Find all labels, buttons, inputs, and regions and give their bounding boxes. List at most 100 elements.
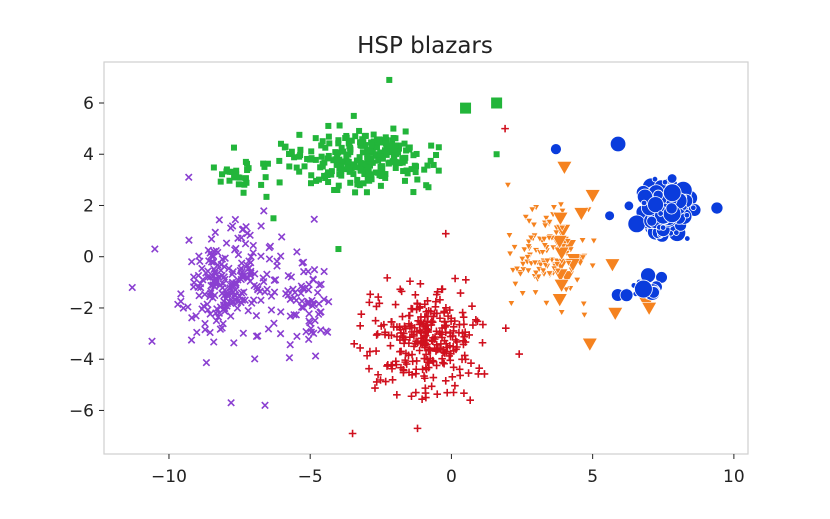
data-point <box>458 308 467 317</box>
data-point <box>430 335 439 343</box>
data-point <box>441 229 450 238</box>
data-point <box>523 254 532 262</box>
data-point <box>377 163 384 170</box>
data-point <box>516 271 525 278</box>
data-point <box>475 364 484 372</box>
data-point <box>377 322 386 330</box>
data-point <box>441 328 450 336</box>
data-point <box>392 164 399 171</box>
data-point <box>257 296 265 305</box>
data-point <box>431 303 440 311</box>
data-point <box>413 327 421 336</box>
data-point <box>284 291 292 300</box>
data-point <box>257 222 265 230</box>
data-point <box>334 187 341 194</box>
data-point <box>460 102 472 114</box>
data-point <box>403 167 410 174</box>
data-point <box>418 395 426 403</box>
data-point <box>151 245 159 253</box>
data-point <box>385 160 392 167</box>
data-point <box>264 160 271 167</box>
data-point <box>312 156 319 163</box>
data-point <box>312 135 319 142</box>
data-point <box>562 286 571 294</box>
data-point <box>297 146 304 153</box>
data-point <box>266 242 275 251</box>
data-point <box>193 328 201 337</box>
data-point <box>531 259 539 267</box>
data-point <box>212 309 220 317</box>
data-point <box>473 317 482 326</box>
data-point <box>340 148 347 155</box>
data-point <box>392 142 399 149</box>
data-point <box>226 177 233 184</box>
data-point <box>199 302 208 310</box>
data-point <box>384 331 393 340</box>
data-point <box>308 155 315 162</box>
data-point <box>401 324 410 333</box>
data-point <box>402 154 409 161</box>
data-point <box>545 234 554 242</box>
data-point <box>267 306 276 314</box>
data-point <box>414 176 421 183</box>
y-tick-label: −2 <box>69 299 94 319</box>
data-point <box>449 363 458 372</box>
data-point <box>247 299 256 307</box>
data-point <box>542 215 551 223</box>
data-point <box>263 193 270 200</box>
data-point <box>408 357 417 366</box>
data-point <box>710 201 724 215</box>
data-point <box>366 290 375 299</box>
data-point <box>334 154 341 161</box>
data-point <box>230 339 238 347</box>
data-point <box>455 365 464 374</box>
data-point <box>397 287 406 296</box>
data-point <box>382 134 389 141</box>
data-point <box>350 112 357 119</box>
data-point <box>365 164 372 171</box>
data-point <box>458 355 466 364</box>
data-point <box>410 342 418 351</box>
data-point <box>436 296 444 304</box>
data-point <box>472 315 480 324</box>
data-point <box>405 311 413 320</box>
data-point <box>453 343 461 351</box>
data-point <box>206 328 214 337</box>
data-point <box>540 236 549 244</box>
data-point <box>412 388 420 397</box>
data-point <box>220 304 229 313</box>
data-point <box>530 221 538 229</box>
data-point <box>400 168 407 175</box>
data-point <box>270 276 279 285</box>
data-point <box>427 382 436 391</box>
data-point <box>222 239 231 247</box>
data-point <box>640 199 648 207</box>
data-point <box>304 335 313 344</box>
data-point <box>230 144 237 151</box>
data-point <box>328 168 335 175</box>
data-point <box>286 312 295 320</box>
data-point <box>377 182 384 189</box>
data-point <box>383 274 392 282</box>
data-point <box>623 200 635 211</box>
data-point <box>395 145 402 152</box>
data-point <box>429 373 438 382</box>
data-point <box>281 144 288 151</box>
data-point <box>219 319 227 328</box>
data-point <box>217 266 225 275</box>
data-point <box>177 297 185 306</box>
data-point <box>261 401 269 410</box>
y-tick-label: −6 <box>69 401 94 421</box>
data-point <box>420 354 429 363</box>
data-point <box>528 206 537 214</box>
data-point <box>236 174 243 181</box>
data-point <box>201 290 209 299</box>
data-point <box>505 232 514 240</box>
data-point <box>444 312 452 320</box>
data-point <box>301 163 308 170</box>
data-point <box>363 351 371 360</box>
data-point <box>325 133 332 140</box>
data-point <box>211 228 220 237</box>
data-point <box>503 182 512 189</box>
data-point <box>415 320 424 329</box>
